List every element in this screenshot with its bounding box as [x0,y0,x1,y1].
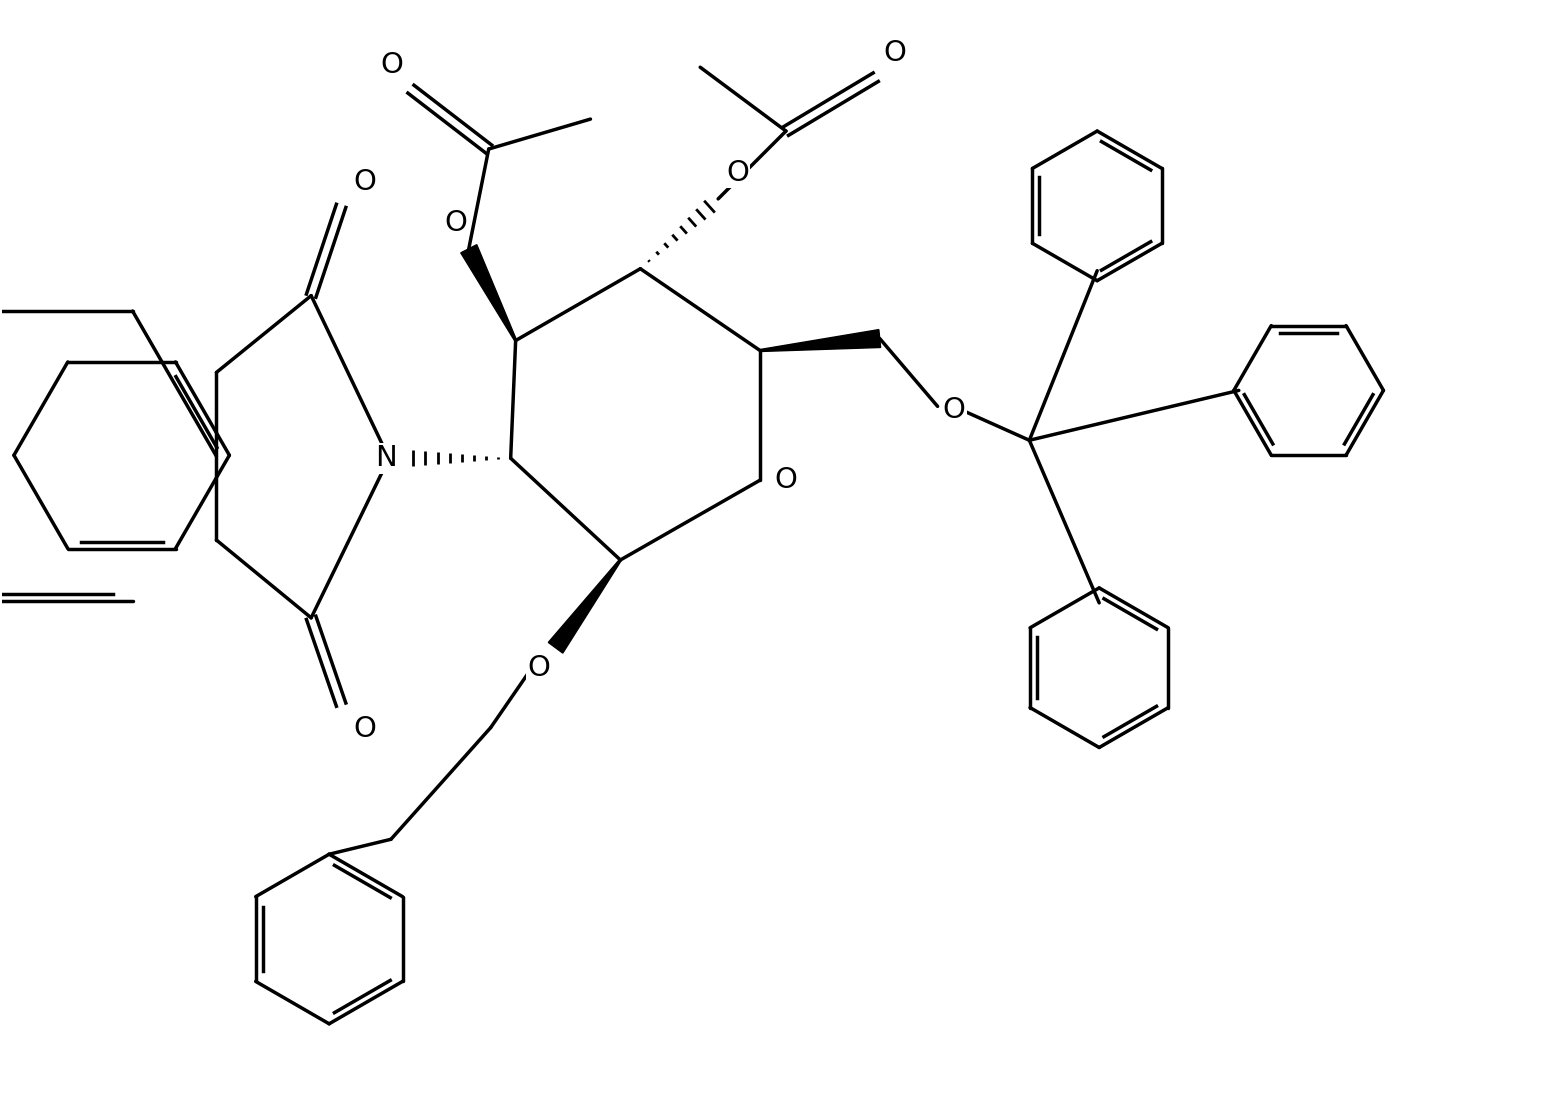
Text: O: O [381,51,402,79]
Polygon shape [461,245,517,341]
Text: O: O [774,466,797,494]
Text: O: O [444,208,467,237]
Text: N: N [375,444,396,473]
Text: O: O [884,40,907,67]
Text: O: O [528,653,551,682]
Text: O: O [943,397,966,424]
Text: O: O [726,159,749,187]
Text: O: O [353,168,376,196]
Polygon shape [760,329,881,352]
Text: O: O [353,714,376,743]
Polygon shape [548,560,621,653]
